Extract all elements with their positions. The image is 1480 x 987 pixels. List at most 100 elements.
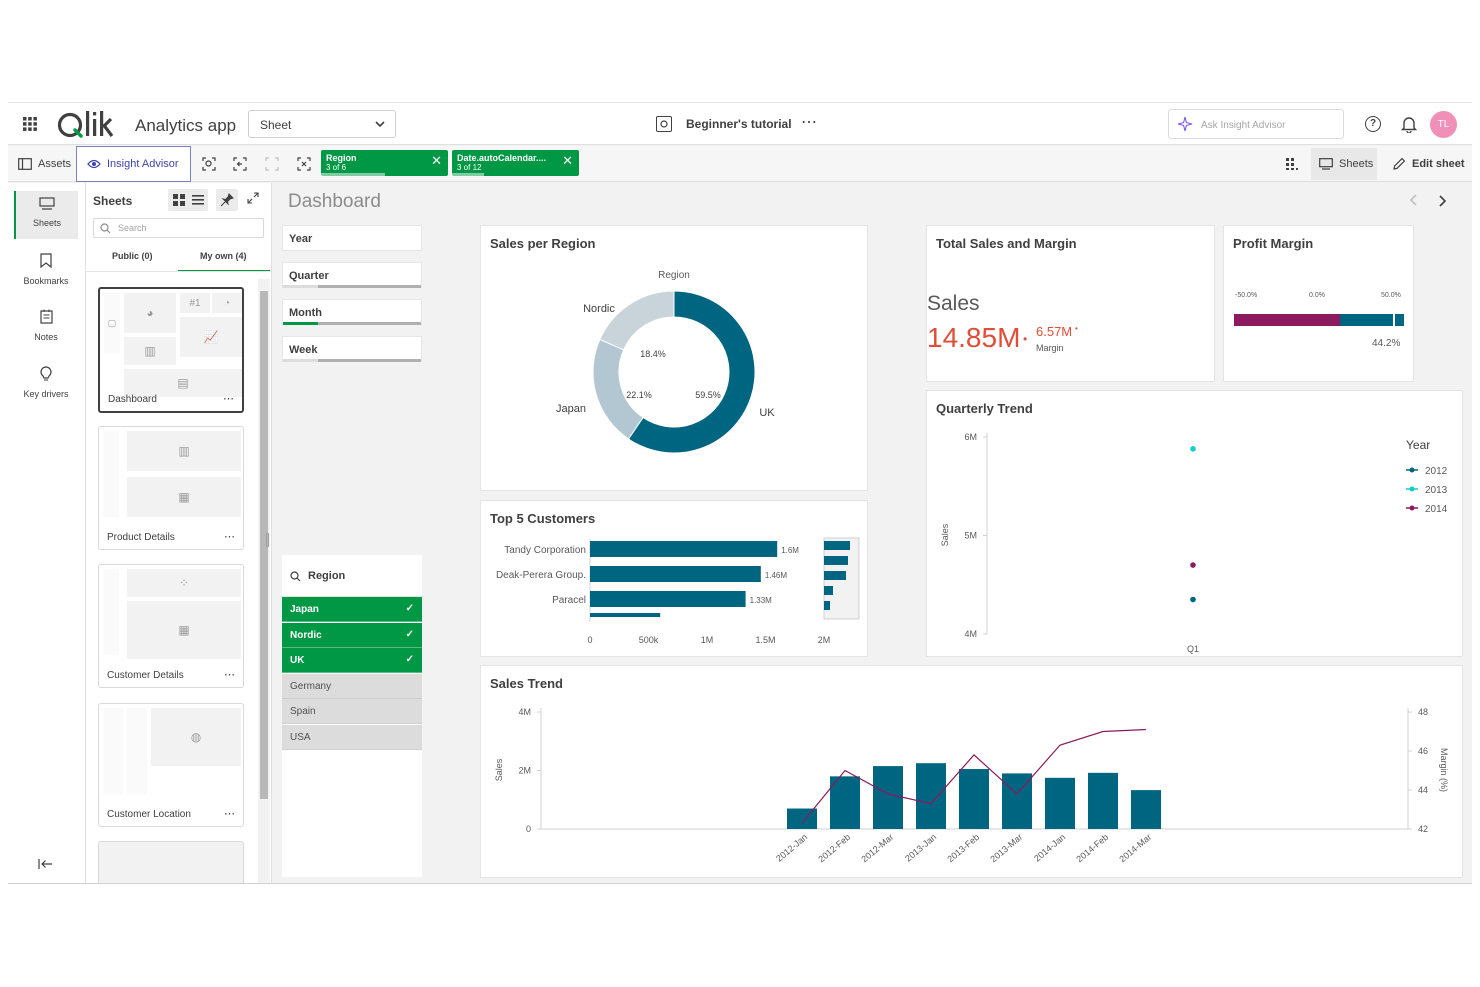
bar [830,776,860,829]
sheet-menu-icon[interactable]: ⋯ [224,669,235,681]
grid-view-toggle[interactable] [168,189,208,211]
tab-public[interactable]: Public (0) [112,251,153,261]
list-item[interactable]: Spain [282,699,422,724]
qlik-logo[interactable] [56,107,120,141]
search-placeholder: Search [118,223,147,233]
list-item[interactable]: USA [282,725,422,750]
notification-bell-icon[interactable] [1400,115,1418,138]
list-item[interactable]: Japan ✓ [282,597,422,622]
help-icon[interactable]: ? [1365,116,1381,132]
list-item[interactable]: UK ✓ [282,648,422,673]
quarterly-trend-card[interactable]: Quarterly Trend 4M 5M 6M Sales Q1 Year 2012 201… [926,390,1463,657]
selections-back-icon[interactable] [233,157,247,176]
edit-sheet-button[interactable]: Edit sheet [1384,148,1470,180]
list-item[interactable]: Nordic ✓ [282,623,422,648]
sales-trend-card[interactable]: Sales Trend 0 2M 4M 42 44 46 48 Sales Margin (%)… [480,665,1463,878]
assets-button[interactable]: Assets [12,151,77,177]
x-tick-label: 1M [701,635,714,645]
filter-progress [283,359,421,362]
sheets-label: Sheets [1339,158,1374,170]
list-view-icon [192,195,204,205]
combo-chart-icon: ▤ [124,369,242,397]
check-icon: ✓ [405,629,414,640]
region-filter-header[interactable]: Region [282,555,422,597]
sheets-button[interactable]: Sheets [1311,148,1377,180]
quarterly-scatter-chart[interactable]: 4M 5M 6M Sales Q1 Year 2012 2013 2014 [927,391,1462,656]
assets-label: Assets [38,158,72,170]
next-sheet-icon[interactable] [1438,194,1447,212]
close-icon[interactable]: ✕ [562,153,573,168]
app-grid-icon[interactable] [22,116,38,132]
smart-search-icon[interactable] [202,157,216,176]
pin-icon[interactable] [216,189,238,211]
top-customers-card[interactable]: Top 5 Customers Tandy Corporation 1.6M Dea… [480,500,868,657]
total-sales-margin-card[interactable]: Total Sales and Margin Sales 14.85M • 6.… [926,225,1215,382]
donut-chart[interactable]: Region 59.5% UK 22.1% Japan 18.4% Nordic [481,226,867,490]
clear-selections-icon[interactable] [297,157,311,176]
grid-layout-icon[interactable] [1285,157,1299,176]
list-item-label: Nordic [290,630,322,641]
kpi-label: Sales [927,292,980,315]
tab-my-own[interactable]: My own (4) [200,251,247,261]
filter-label: Quarter [289,270,329,282]
list-item-label: Japan [290,604,319,615]
filter-year[interactable]: Year [282,225,422,251]
rail-item-sheets[interactable]: Sheets [14,191,78,239]
insight-advisor-button[interactable]: Insight Advisor [76,146,191,182]
top-customers-bar-chart[interactable]: Tandy Corporation 1.6M Deak-Perera Group. 1… [481,501,867,656]
expand-icon[interactable] [246,191,260,210]
more-options-icon[interactable]: ⋯ [801,114,817,131]
card-title: Sales per Region [490,236,596,251]
legend-label: 2012 [1425,466,1448,477]
scrollbar-thumb[interactable] [260,291,268,799]
rail-item-bookmarks[interactable]: Bookmarks [14,247,78,295]
legend-marker [1409,486,1415,492]
y-tick-label: 2M [518,766,531,776]
selection-chip-region[interactable]: Region 3 of 6 ✕ [321,150,448,176]
panel-resize-handle[interactable] [266,533,269,547]
sheet-menu-icon[interactable]: ⋯ [224,808,235,820]
y2-tick-label: 46 [1418,746,1428,756]
x-tick-label: 500k [639,635,659,645]
scrollbar[interactable] [258,279,270,883]
rail-item-notes[interactable]: Notes [14,303,78,351]
list-item[interactable]: Germany [282,674,422,699]
sheet-menu-icon[interactable]: ⋯ [223,393,234,405]
gauge-marker [1393,312,1395,328]
close-icon[interactable]: ✕ [431,153,442,168]
sheet-card-dashboard[interactable]: ▢ ◕ #1 ◔ 📈 ▥ ▤ Dashboard ⋯ [98,287,244,413]
filter-quarter[interactable]: Quarter [282,262,422,288]
filter-month[interactable]: Month [282,299,422,325]
ask-insight-advisor-input[interactable]: Ask Insight Advisor [1168,109,1344,139]
donut-slice [627,290,756,454]
sales-per-region-card[interactable]: Sales per Region Region 59.5% UK 22.1% Japa… [480,225,868,491]
prev-sheet-icon[interactable] [1409,194,1418,209]
selection-chip-date[interactable]: Date.autoCalendar.... 3 of 12 ✕ [452,150,579,176]
rail-item-key-drivers[interactable]: Key drivers [14,359,78,407]
sheet-card-customer-location[interactable]: ◍ Customer Location ⋯ [98,703,244,827]
toolbar: Assets Insight Advisor Region 3 of 6 ✕ D… [8,146,1472,182]
sheet-card-add[interactable] [98,841,244,883]
selections-forward-icon[interactable] [265,157,279,176]
x-tick-label: 0 [587,635,592,645]
profit-margin-card[interactable]: Profit Margin -50.0% 0.0% 50.0% 44.2% [1223,225,1414,382]
collapse-rail-icon[interactable] [38,857,54,875]
sheet-menu-icon[interactable]: ⋯ [224,531,235,543]
sheet-card-customer-details[interactable]: ⁘ ▦ Customer Details ⋯ [98,564,244,688]
insight-advisor-label: Insight Advisor [107,158,179,170]
legend-title: Region [658,270,690,281]
grid-view-icon [173,194,185,206]
bar-partial [590,613,661,617]
list-item-label: Spain [290,706,316,717]
rail-item-label: Sheets [32,218,62,228]
user-avatar[interactable]: TL [1430,111,1457,138]
tutorial-title[interactable]: Beginner's tutorial [686,117,792,131]
sheet-dropdown[interactable]: Sheet [248,110,396,138]
sheet-search-input[interactable]: Search [93,218,264,238]
slice-percent-label: 59.5% [695,390,721,400]
sheet-card-product-details[interactable]: ▥ ▦ Product Details ⋯ [98,426,244,550]
filter-week[interactable]: Week [282,336,422,362]
region-filter-pane: Region Japan ✓ Nordic ✓ UK ✓ Germany Spain … [282,555,422,877]
tutorial-icon[interactable] [656,116,672,132]
